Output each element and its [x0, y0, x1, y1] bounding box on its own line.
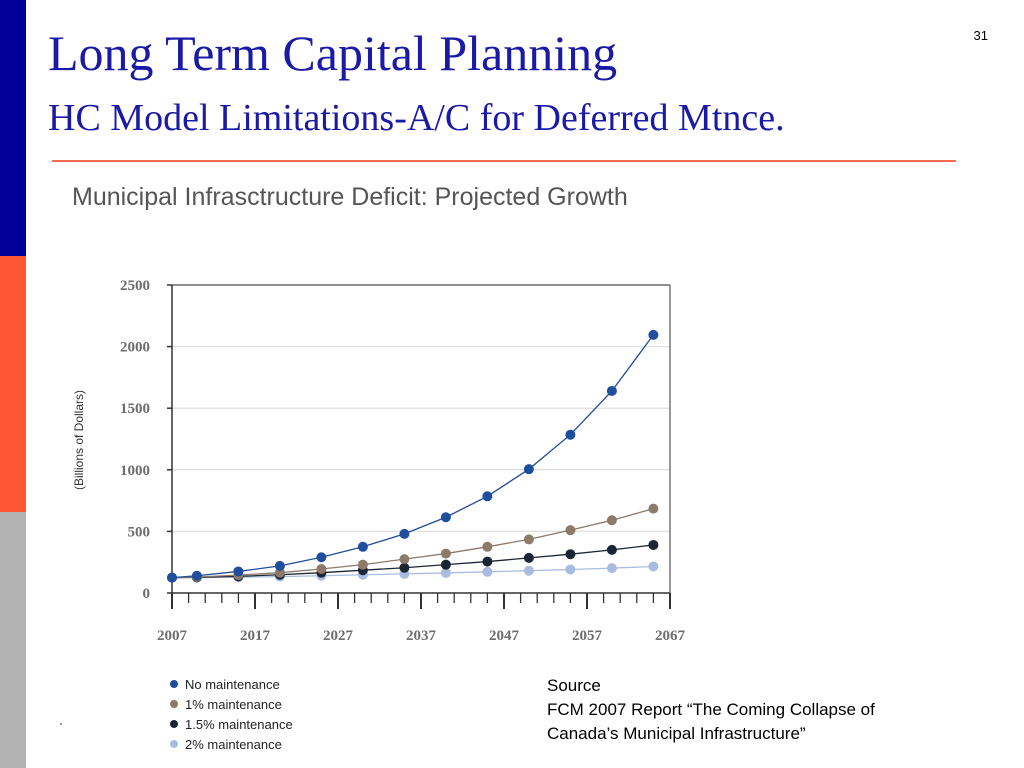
data-point	[523, 464, 534, 475]
x-tick-label: 2007	[157, 628, 188, 644]
chart-heading: Municipal Infrasctructure Deficit: Proje…	[72, 183, 628, 211]
data-point	[482, 541, 493, 552]
data-point	[274, 560, 285, 571]
series-line	[171, 334, 654, 579]
left-accent-bar-bottom	[0, 512, 26, 768]
data-point	[399, 562, 410, 573]
data-point	[482, 566, 493, 577]
legend-label: 1.5% maintenance	[185, 716, 293, 732]
chart-legend: No maintenance 1% maintenance 1.5% maint…	[170, 674, 293, 754]
data-point	[440, 567, 451, 578]
data-point	[648, 503, 659, 514]
y-tick-label: 1500	[120, 401, 150, 417]
data-point	[482, 491, 493, 502]
legend-label: 2% maintenance	[185, 736, 282, 752]
data-point	[565, 549, 576, 560]
data-point	[565, 525, 576, 536]
data-point	[523, 552, 534, 563]
source-line-1: FCM 2007 Report “The Coming Collapse of	[547, 700, 875, 719]
source-heading: Source	[547, 676, 601, 695]
y-tick-label: 2500	[120, 278, 150, 294]
slide-title: Long Term Capital Planning	[48, 25, 618, 81]
decorative-dot	[60, 723, 62, 725]
data-point	[399, 554, 410, 565]
data-point	[316, 552, 327, 563]
legend-item: 1.5% maintenance	[170, 714, 293, 734]
data-point	[606, 515, 617, 526]
legend-item: 2% maintenance	[170, 734, 293, 754]
data-point	[648, 561, 659, 572]
data-point	[648, 329, 659, 340]
x-tick-label: 2017	[240, 628, 271, 644]
data-point	[440, 512, 451, 523]
data-point	[191, 570, 202, 581]
left-accent-bar-middle	[0, 256, 26, 512]
left-accent-bar-top	[0, 0, 26, 256]
legend-label: 1% maintenance	[185, 696, 282, 712]
data-point	[316, 563, 327, 574]
data-point	[233, 566, 244, 577]
series-line	[171, 544, 654, 579]
y-tick-label: 0	[143, 586, 151, 602]
source-note: Source FCM 2007 Report “The Coming Colla…	[547, 674, 875, 746]
data-point	[357, 559, 368, 570]
x-tick-label: 2037	[406, 628, 437, 644]
title-divider	[52, 160, 956, 162]
data-point	[440, 559, 451, 570]
y-axis-label: (Billions of Dollars)	[72, 390, 86, 490]
data-point	[648, 539, 659, 550]
y-tick-label: 2000	[120, 340, 150, 356]
data-point	[440, 548, 451, 559]
x-tick-label: 2047	[489, 628, 520, 644]
data-point	[399, 528, 410, 539]
x-tick-label: 2067	[655, 628, 686, 644]
source-line-2: Canada’s Municipal Infrastructure”	[547, 724, 806, 743]
data-point	[565, 564, 576, 575]
data-point	[565, 429, 576, 440]
legend-marker	[170, 740, 178, 748]
data-point	[606, 563, 617, 574]
y-tick-label: 1000	[120, 463, 150, 479]
data-point	[482, 556, 493, 567]
legend-marker	[170, 700, 178, 708]
y-tick-label: 500	[128, 524, 151, 540]
legend-marker	[170, 680, 178, 688]
legend-item: 1% maintenance	[170, 694, 293, 714]
slide-subtitle: HC Model Limitations-A/C for Deferred Mt…	[48, 97, 785, 139]
x-tick-label: 2057	[572, 628, 603, 644]
legend-label: No maintenance	[185, 676, 280, 692]
legend-item: No maintenance	[170, 674, 293, 694]
data-point	[523, 565, 534, 576]
data-point	[606, 385, 617, 396]
legend-marker	[170, 720, 178, 728]
x-tick-label: 2027	[323, 628, 354, 644]
data-point	[523, 534, 534, 545]
data-point	[357, 541, 368, 552]
page-number: 31	[973, 28, 988, 43]
data-point	[167, 572, 177, 583]
data-point	[606, 544, 617, 555]
